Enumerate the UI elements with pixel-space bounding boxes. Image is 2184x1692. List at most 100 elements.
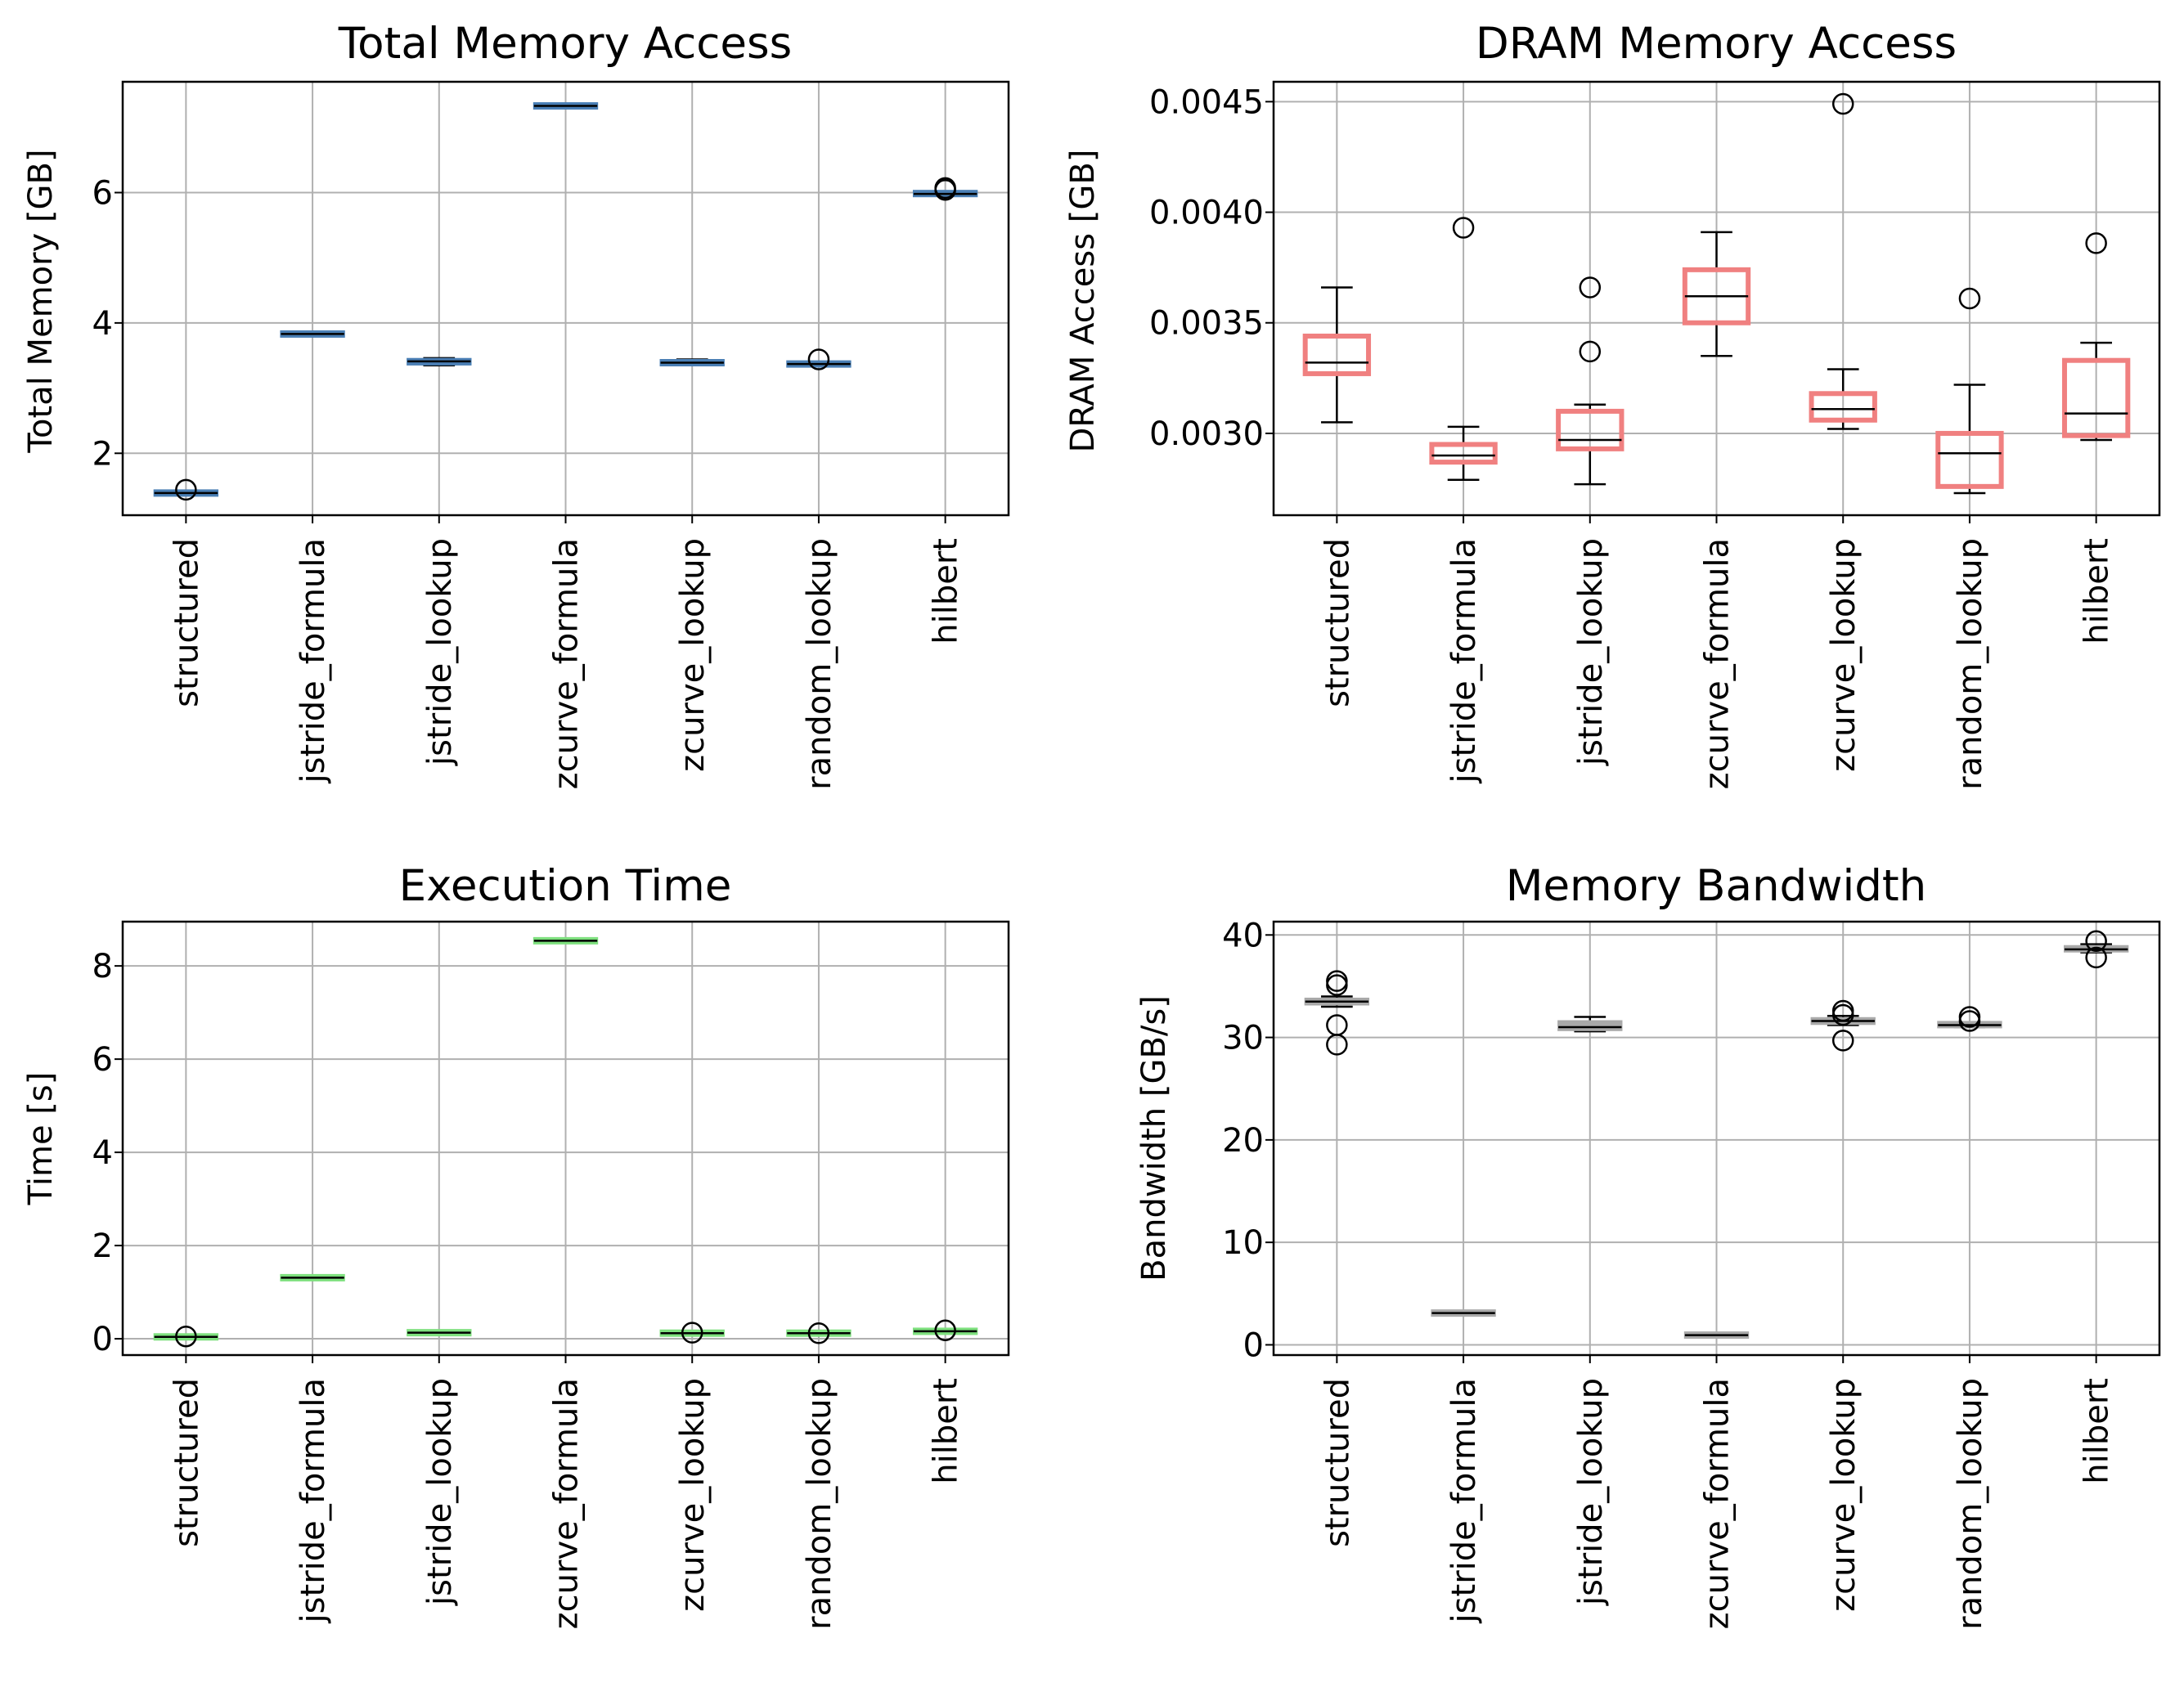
y-tick-label: 0.0045 — [1149, 83, 1264, 121]
y-tick-label: 4 — [92, 305, 113, 343]
x-tick-label: structured — [1319, 1378, 1356, 1547]
plot-area: 0.0030 0.0035 0.0040 0.0045 structured jstrid… — [1149, 80, 2161, 790]
panel-execution-time: Execution Time Time [s] 0 2 4 6 8 structured j… — [22, 861, 1010, 1630]
y-tick-label: 0 — [92, 1321, 113, 1358]
x-tick-label: zcurve_formula — [1699, 538, 1737, 789]
outlier-point — [807, 348, 830, 370]
x-tick-label: hilbert — [2078, 1378, 2116, 1484]
x-tick-label: zcurve_formula — [1699, 1378, 1737, 1629]
box-zcurve_formula — [1683, 1331, 1750, 1340]
y-tick-label: 8 — [92, 948, 113, 985]
x-tick-label: hilbert — [2078, 538, 2116, 644]
box-structured — [153, 478, 219, 501]
axes-frame — [1272, 920, 2161, 1357]
outlier-point — [1831, 999, 1854, 1022]
box-zcurve_formula — [1682, 231, 1751, 357]
y-tick-label: 6 — [92, 174, 113, 212]
x-tick-label: zcurve_lookup — [674, 538, 712, 772]
x-tick-label: zcurve_formula — [548, 538, 586, 789]
outlier-point — [934, 177, 956, 200]
box-jstride_formula — [1431, 1309, 1496, 1317]
x-tick-label: hilbert — [928, 538, 965, 644]
box-zcurve_lookup — [659, 358, 725, 367]
box-hilbert — [912, 177, 978, 201]
outlier-point — [1579, 276, 1602, 298]
x-tick-label: structured — [168, 538, 205, 707]
y-tick-label: 0.0040 — [1149, 195, 1264, 232]
axes-frame — [121, 80, 1010, 517]
outlier-point — [1831, 92, 1854, 115]
x-tick-label: jstride_lookup — [421, 1378, 459, 1606]
axes-frame — [1272, 80, 2161, 517]
box-jstride_lookup — [1557, 1016, 1623, 1033]
outlier-point — [1326, 1014, 1348, 1036]
box-jstride_formula — [280, 1273, 345, 1281]
outlier-point — [2085, 930, 2107, 953]
box-iqr — [1935, 430, 2004, 489]
y-axis-label: Bandwidth [GB/s] — [1135, 995, 1173, 1281]
box-iqr — [1557, 1020, 1623, 1031]
x-tick-label: zcurve_lookup — [674, 1378, 712, 1612]
box-structured — [153, 1325, 219, 1348]
x-tick-label: jstride_lookup — [421, 538, 459, 766]
x-tick-label: random_lookup — [1952, 1378, 1989, 1630]
outlier-point — [934, 1319, 956, 1342]
y-axis-label: Time [s] — [22, 1072, 60, 1206]
x-tick-label: jstride_lookup — [1572, 1378, 1610, 1606]
outlier-point — [681, 1322, 703, 1344]
box-random_lookup — [1935, 287, 2004, 495]
box-structured — [1302, 286, 1372, 424]
y-tick-label: 6 — [92, 1041, 113, 1079]
x-tick-label: hilbert — [928, 1378, 965, 1484]
box-iqr — [1429, 442, 1498, 465]
outlier-point — [2085, 232, 2107, 254]
box-jstride_lookup — [407, 357, 472, 366]
y-axis-label: Total Memory [GB] — [22, 149, 60, 453]
outlier-point — [175, 478, 197, 501]
plot-area: 2 4 6 structured jstride_formula jstride_look… — [92, 80, 1010, 790]
box-iqr — [1809, 391, 1877, 423]
panel-title: DRAM Memory Access — [1476, 19, 1957, 69]
outlier-point — [1958, 287, 1981, 310]
x-tick-label: random_lookup — [1952, 538, 1989, 790]
box-jstride_formula — [280, 330, 345, 338]
box-zcurve_lookup — [1809, 92, 1877, 430]
y-tick-label: 4 — [92, 1134, 113, 1172]
y-tick-label: 2 — [92, 1227, 113, 1265]
box-zcurve_formula — [533, 936, 599, 945]
box-zcurve_formula — [533, 101, 599, 110]
box-random_lookup — [786, 1322, 852, 1344]
panel-memory-bandwidth: Memory Bandwidth Bandwidth [GB/s] 0 10 20 3… — [1135, 861, 2161, 1630]
plot-area: 0 10 20 30 40 structured jstride_formula jstrid… — [1222, 917, 2161, 1630]
box-hilbert — [912, 1319, 978, 1342]
outlier-point — [1326, 970, 1348, 992]
box-random_lookup — [786, 348, 852, 370]
x-tick-label: zcurve_lookup — [1825, 1378, 1863, 1612]
outlier-point — [2085, 946, 2107, 969]
box-hilbert — [2061, 232, 2131, 442]
y-tick-label: 0 — [1243, 1326, 1264, 1364]
panel-dram-memory: DRAM Memory Access DRAM Access [GB] 0.00… — [1064, 19, 2161, 790]
panel-title: Execution Time — [399, 861, 732, 911]
panel-title: Memory Bandwidth — [1506, 861, 1927, 911]
x-tick-label: jstride_formula — [294, 538, 332, 783]
box-iqr — [1302, 333, 1372, 376]
y-tick-label: 40 — [1222, 917, 1264, 954]
panel-total-memory: Total Memory Access Total Memory [GB] 2 4… — [22, 19, 1010, 790]
y-tick-label: 10 — [1222, 1224, 1264, 1262]
outlier-point — [807, 1322, 830, 1344]
x-tick-label: jstride_formula — [1445, 538, 1483, 783]
y-tick-label: 30 — [1222, 1020, 1264, 1057]
x-tick-label: zcurve_lookup — [1825, 538, 1863, 772]
x-tick-label: jstride_formula — [294, 1378, 332, 1623]
y-tick-label: 2 — [92, 435, 113, 473]
outlier-point — [1579, 340, 1602, 363]
panel-title: Total Memory Access — [338, 19, 792, 69]
box-iqr — [2061, 357, 2131, 438]
box-structured — [1304, 970, 1370, 1056]
outlier-point — [175, 1325, 197, 1348]
outlier-point — [1831, 1030, 1854, 1052]
box-jstride_formula — [1429, 217, 1498, 481]
